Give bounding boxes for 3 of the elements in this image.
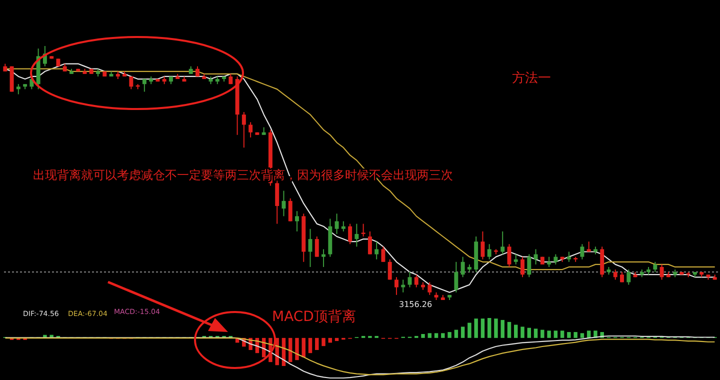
- annotation: 方法一: [512, 70, 551, 86]
- annotation: MACD顶背离: [272, 309, 356, 325]
- annotation: 3156.26: [399, 300, 432, 309]
